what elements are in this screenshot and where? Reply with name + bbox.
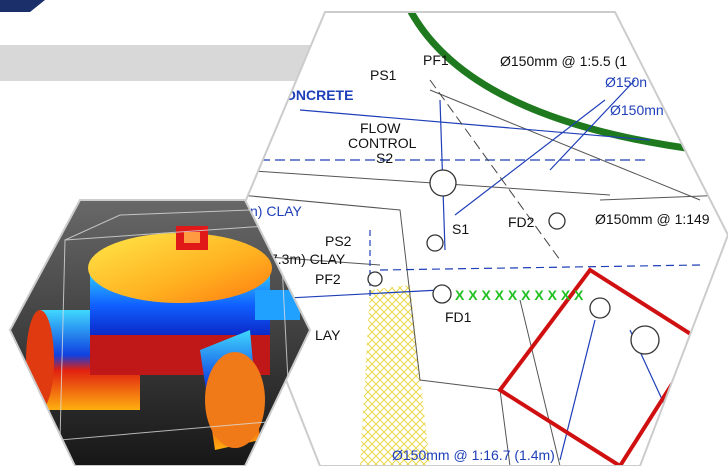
label: Ø150mm @ 1:5.5 (1 — [500, 53, 627, 69]
label: PF1 — [423, 52, 449, 68]
corner — [0, 0, 45, 12]
label: CONTROL — [348, 135, 417, 151]
label: n) CLAY — [250, 203, 303, 219]
band — [0, 45, 340, 81]
label: Ø150mm @ 1:149 — [595, 211, 710, 227]
label: FLOW — [360, 120, 401, 136]
label: PS1 — [370, 67, 397, 83]
label: Ø150mn — [610, 102, 664, 118]
label: FD1 — [445, 309, 472, 325]
label: FD2 — [508, 214, 535, 230]
label: 7.3m) CLAY — [270, 251, 346, 267]
x-marks: X X X X X X X X X X — [455, 287, 584, 303]
label: PF2 — [315, 271, 341, 287]
label: ONCRETE — [285, 87, 353, 103]
label: S1 — [452, 221, 469, 237]
label: LAY — [315, 327, 341, 343]
label: Ø150mm @ 1:16.7 (1.4m) — [392, 447, 555, 463]
scan-3d — [10, 200, 310, 466]
label: PS2 — [325, 233, 352, 249]
label: Ø150n — [605, 74, 647, 90]
hex-border — [8, 199, 312, 466]
cad-drawing: X X X X X X X X X X PF1 PS1 Ø150mm @ 1:5… — [230, 12, 728, 466]
label: S2 — [376, 150, 393, 166]
